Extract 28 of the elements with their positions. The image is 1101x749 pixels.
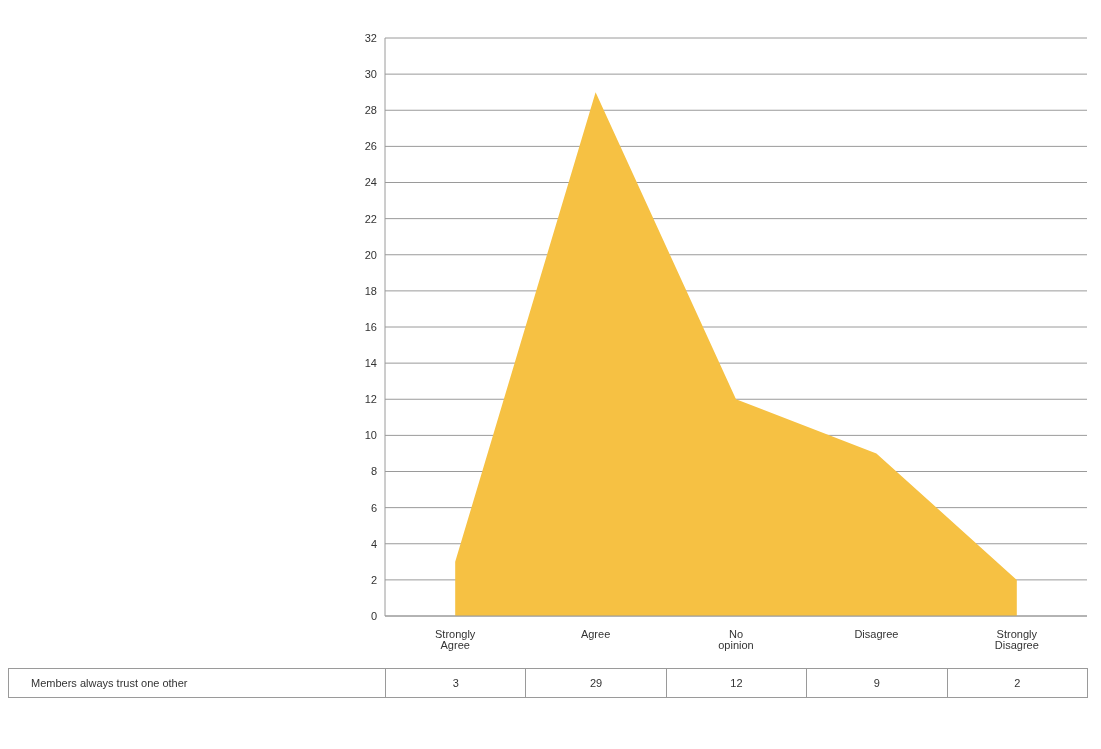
- y-tick-label: 18: [364, 284, 377, 297]
- x-tick-label: No opinion: [718, 627, 754, 651]
- data-label: 9: [806, 668, 948, 698]
- x-tick-label: Agree: [580, 627, 611, 640]
- y-tick-label: 14: [364, 357, 377, 370]
- y-tick-label: 32: [364, 31, 377, 44]
- x-tick-label: Strongly Disagree: [994, 627, 1039, 651]
- y-tick-label: 0: [370, 609, 377, 622]
- y-tick-label: 4: [370, 537, 377, 550]
- y-tick-label: 16: [364, 320, 377, 333]
- y-tick-label: 8: [370, 465, 377, 478]
- y-tick-label: 24: [364, 176, 377, 189]
- x-tick-label: Strongly Agree: [435, 627, 476, 651]
- x-tick-label: Disagree: [854, 627, 899, 640]
- y-tick-label: 30: [364, 68, 377, 81]
- y-tick-label: 10: [364, 429, 377, 442]
- data-label: 3: [385, 668, 526, 698]
- y-tick-label: 6: [370, 501, 377, 514]
- y-tick-label: 28: [364, 104, 377, 117]
- text: Members always trust one other: [8, 668, 386, 698]
- y-tick-label: 22: [364, 212, 377, 225]
- y-tick-label: 12: [364, 393, 377, 406]
- data-label: 2: [947, 668, 1088, 698]
- y-tick-label: 2: [370, 573, 377, 586]
- y-tick-label: 20: [364, 248, 377, 261]
- data-label: 29: [525, 668, 667, 698]
- y-tick-label: 26: [364, 140, 377, 153]
- data-label: 12: [666, 668, 807, 698]
